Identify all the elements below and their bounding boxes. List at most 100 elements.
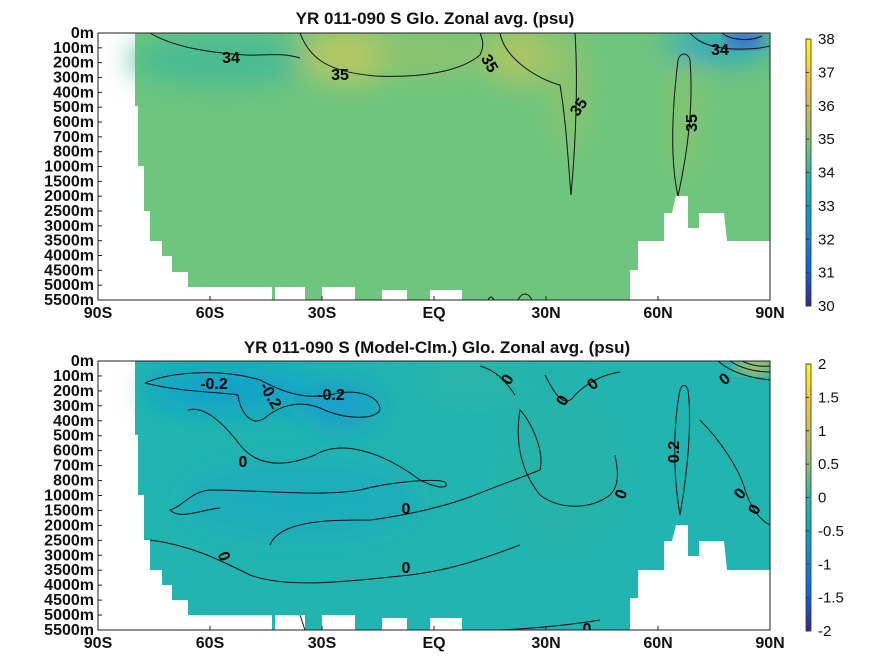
y-tick-label: 400m — [53, 84, 94, 101]
y-tick-label: 3000m — [44, 218, 94, 235]
contour-zero-south — [169, 408, 447, 515]
contour-zero-north — [479, 365, 621, 402]
colorbar-tick-label: 32 — [818, 231, 835, 248]
y-tick-label: 1500m — [44, 173, 94, 190]
y-ticks: 0m100m200m300m400m500m600m700m800m1000m1… — [44, 25, 102, 309]
y-tick-label: 200m — [53, 55, 94, 72]
colorbar-tick-label: 0 — [818, 490, 826, 507]
contour-label: -0.2 — [317, 387, 345, 404]
y-tick-label: 200m — [53, 383, 94, 400]
contour-label: 0.2 — [666, 441, 683, 463]
x-tick-label: 60N — [643, 305, 672, 322]
y-tick-label: 500m — [53, 428, 94, 445]
colorbar-tick-label: 1 — [818, 423, 826, 440]
y-tick-label: 4000m — [44, 248, 94, 265]
y-tick-label: 4000m — [44, 577, 94, 594]
colorbar-tick-label: -1.5 — [818, 590, 844, 607]
anomaly-field: -0.2 -0.2 -0.2 0 0 0 0 0 0 0 0 0.2 0 0 0… — [135, 361, 770, 638]
colorbar: 30 31 32 33 34 35 36 37 38 — [805, 31, 835, 315]
colorbar-tick-label: 31 — [818, 265, 835, 282]
x-tick-label: 30S — [308, 635, 337, 652]
x-tick-label: EQ — [422, 635, 445, 652]
y-tick-label: 700m — [53, 129, 94, 146]
y-tick-label: 600m — [53, 114, 94, 131]
ocean-mask — [135, 361, 770, 630]
contour-neg02-south — [144, 372, 381, 422]
contour-35-south — [299, 33, 484, 77]
arctic-fresh-core — [725, 33, 765, 49]
y-tick-label: 800m — [53, 144, 94, 161]
y-tick-label: 2000m — [44, 517, 94, 534]
colorbar-tick-label: 1.5 — [818, 389, 839, 406]
y-tick-label: 2000m — [44, 188, 94, 205]
y-tick-label: 0m — [71, 353, 94, 370]
contour-labels: 34 35 35 35 35 34 — [222, 42, 729, 132]
y-tick-label: 2500m — [44, 532, 94, 549]
x-tick-label: 60S — [196, 305, 225, 322]
colorbar-tick-label: 37 — [818, 64, 835, 81]
x-tick-label: 90N — [755, 635, 784, 652]
contour-35-north — [499, 33, 577, 196]
colorbar: 2 1.5 1 0.5 0 -0.5 -1 -1.5 -2 — [805, 356, 844, 640]
panel-title: YR 011-090 S Glo. Zonal avg. (psu) — [296, 9, 575, 28]
contour-02-high-lat — [674, 385, 691, 516]
contour-35-abyss — [487, 293, 533, 300]
y-tick-label: 600m — [53, 443, 94, 460]
panel-salinity: YR 011-090 S Glo. Zonal avg. (psu) 34 — [44, 9, 835, 322]
contour-zero-arctic — [699, 419, 770, 526]
y-tick-label: 0m — [71, 25, 94, 42]
y-tick-label: 5000m — [44, 607, 94, 624]
x-tick-label: 30N — [531, 305, 560, 322]
contour-zero-deep — [269, 408, 618, 546]
x-tick-label: 30N — [531, 635, 560, 652]
x-tick-label: 30S — [308, 305, 337, 322]
y-tick-label: 500m — [53, 99, 94, 116]
contour-33-arctic — [721, 33, 763, 41]
colorbar-tick-label: -2 — [818, 623, 831, 640]
ocean-mask — [98, 33, 770, 300]
contour-34-south — [149, 33, 301, 59]
y-tick-label: 800m — [53, 473, 94, 490]
contour-label: 35 — [477, 52, 501, 76]
y-tick-label: 100m — [53, 368, 94, 385]
y-tick-label: 5000m — [44, 277, 94, 294]
panel-anomaly: YR 011-090 S (Model-Clm.) Glo. Zonal avg… — [44, 338, 844, 652]
colorbar-tick-label: 30 — [818, 298, 835, 315]
x-ticks: 90S 60S 30S EQ 30N 60N 90N — [84, 296, 785, 322]
y-ticks: 0m100m200m300m400m500m600m700m800m1000m1… — [44, 353, 102, 639]
colorbar-tick-label: -0.5 — [818, 523, 844, 540]
contour-35-high-lat — [672, 53, 692, 197]
contour-zero-abyss — [149, 539, 521, 584]
y-tick-label: 700m — [53, 458, 94, 475]
colorbar-tick-label: 0.5 — [818, 456, 839, 473]
contour-label: 0 — [402, 501, 411, 518]
x-tick-label: 90S — [84, 305, 113, 322]
x-tick-label: 60S — [196, 635, 225, 652]
y-tick-label: 4500m — [44, 262, 94, 279]
colorbar-tick-label: 38 — [818, 31, 835, 48]
colorbar-tick-label: 2 — [818, 356, 826, 373]
y-tick-label: 300m — [53, 398, 94, 415]
x-tick-label: 60N — [643, 635, 672, 652]
colorbar-tick-label: 35 — [818, 131, 835, 148]
contour-34-arctic — [689, 33, 770, 50]
y-tick-label: 3500m — [44, 233, 94, 250]
contour-label: 0 — [239, 454, 248, 471]
contour-zero-bottom — [299, 614, 601, 630]
y-tick-label: 3500m — [44, 562, 94, 579]
contour-label: 0 — [583, 621, 592, 638]
y-tick-label: 100m — [53, 40, 94, 57]
y-tick-label: 400m — [53, 413, 94, 430]
y-tick-label: 5500m — [44, 622, 94, 639]
contour-arctic-positive — [717, 361, 770, 381]
y-tick-label: 2500m — [44, 203, 94, 220]
x-tick-label: 90S — [84, 635, 113, 652]
x-tick-label: 90N — [755, 305, 784, 322]
contour-label: 35 — [684, 114, 701, 132]
y-tick-label: 3000m — [44, 547, 94, 564]
y-tick-label: 1500m — [44, 502, 94, 519]
contour-label: 35 — [331, 67, 349, 84]
contour-label: 34 — [222, 50, 240, 67]
colorbar-tick-label: 33 — [818, 198, 835, 215]
